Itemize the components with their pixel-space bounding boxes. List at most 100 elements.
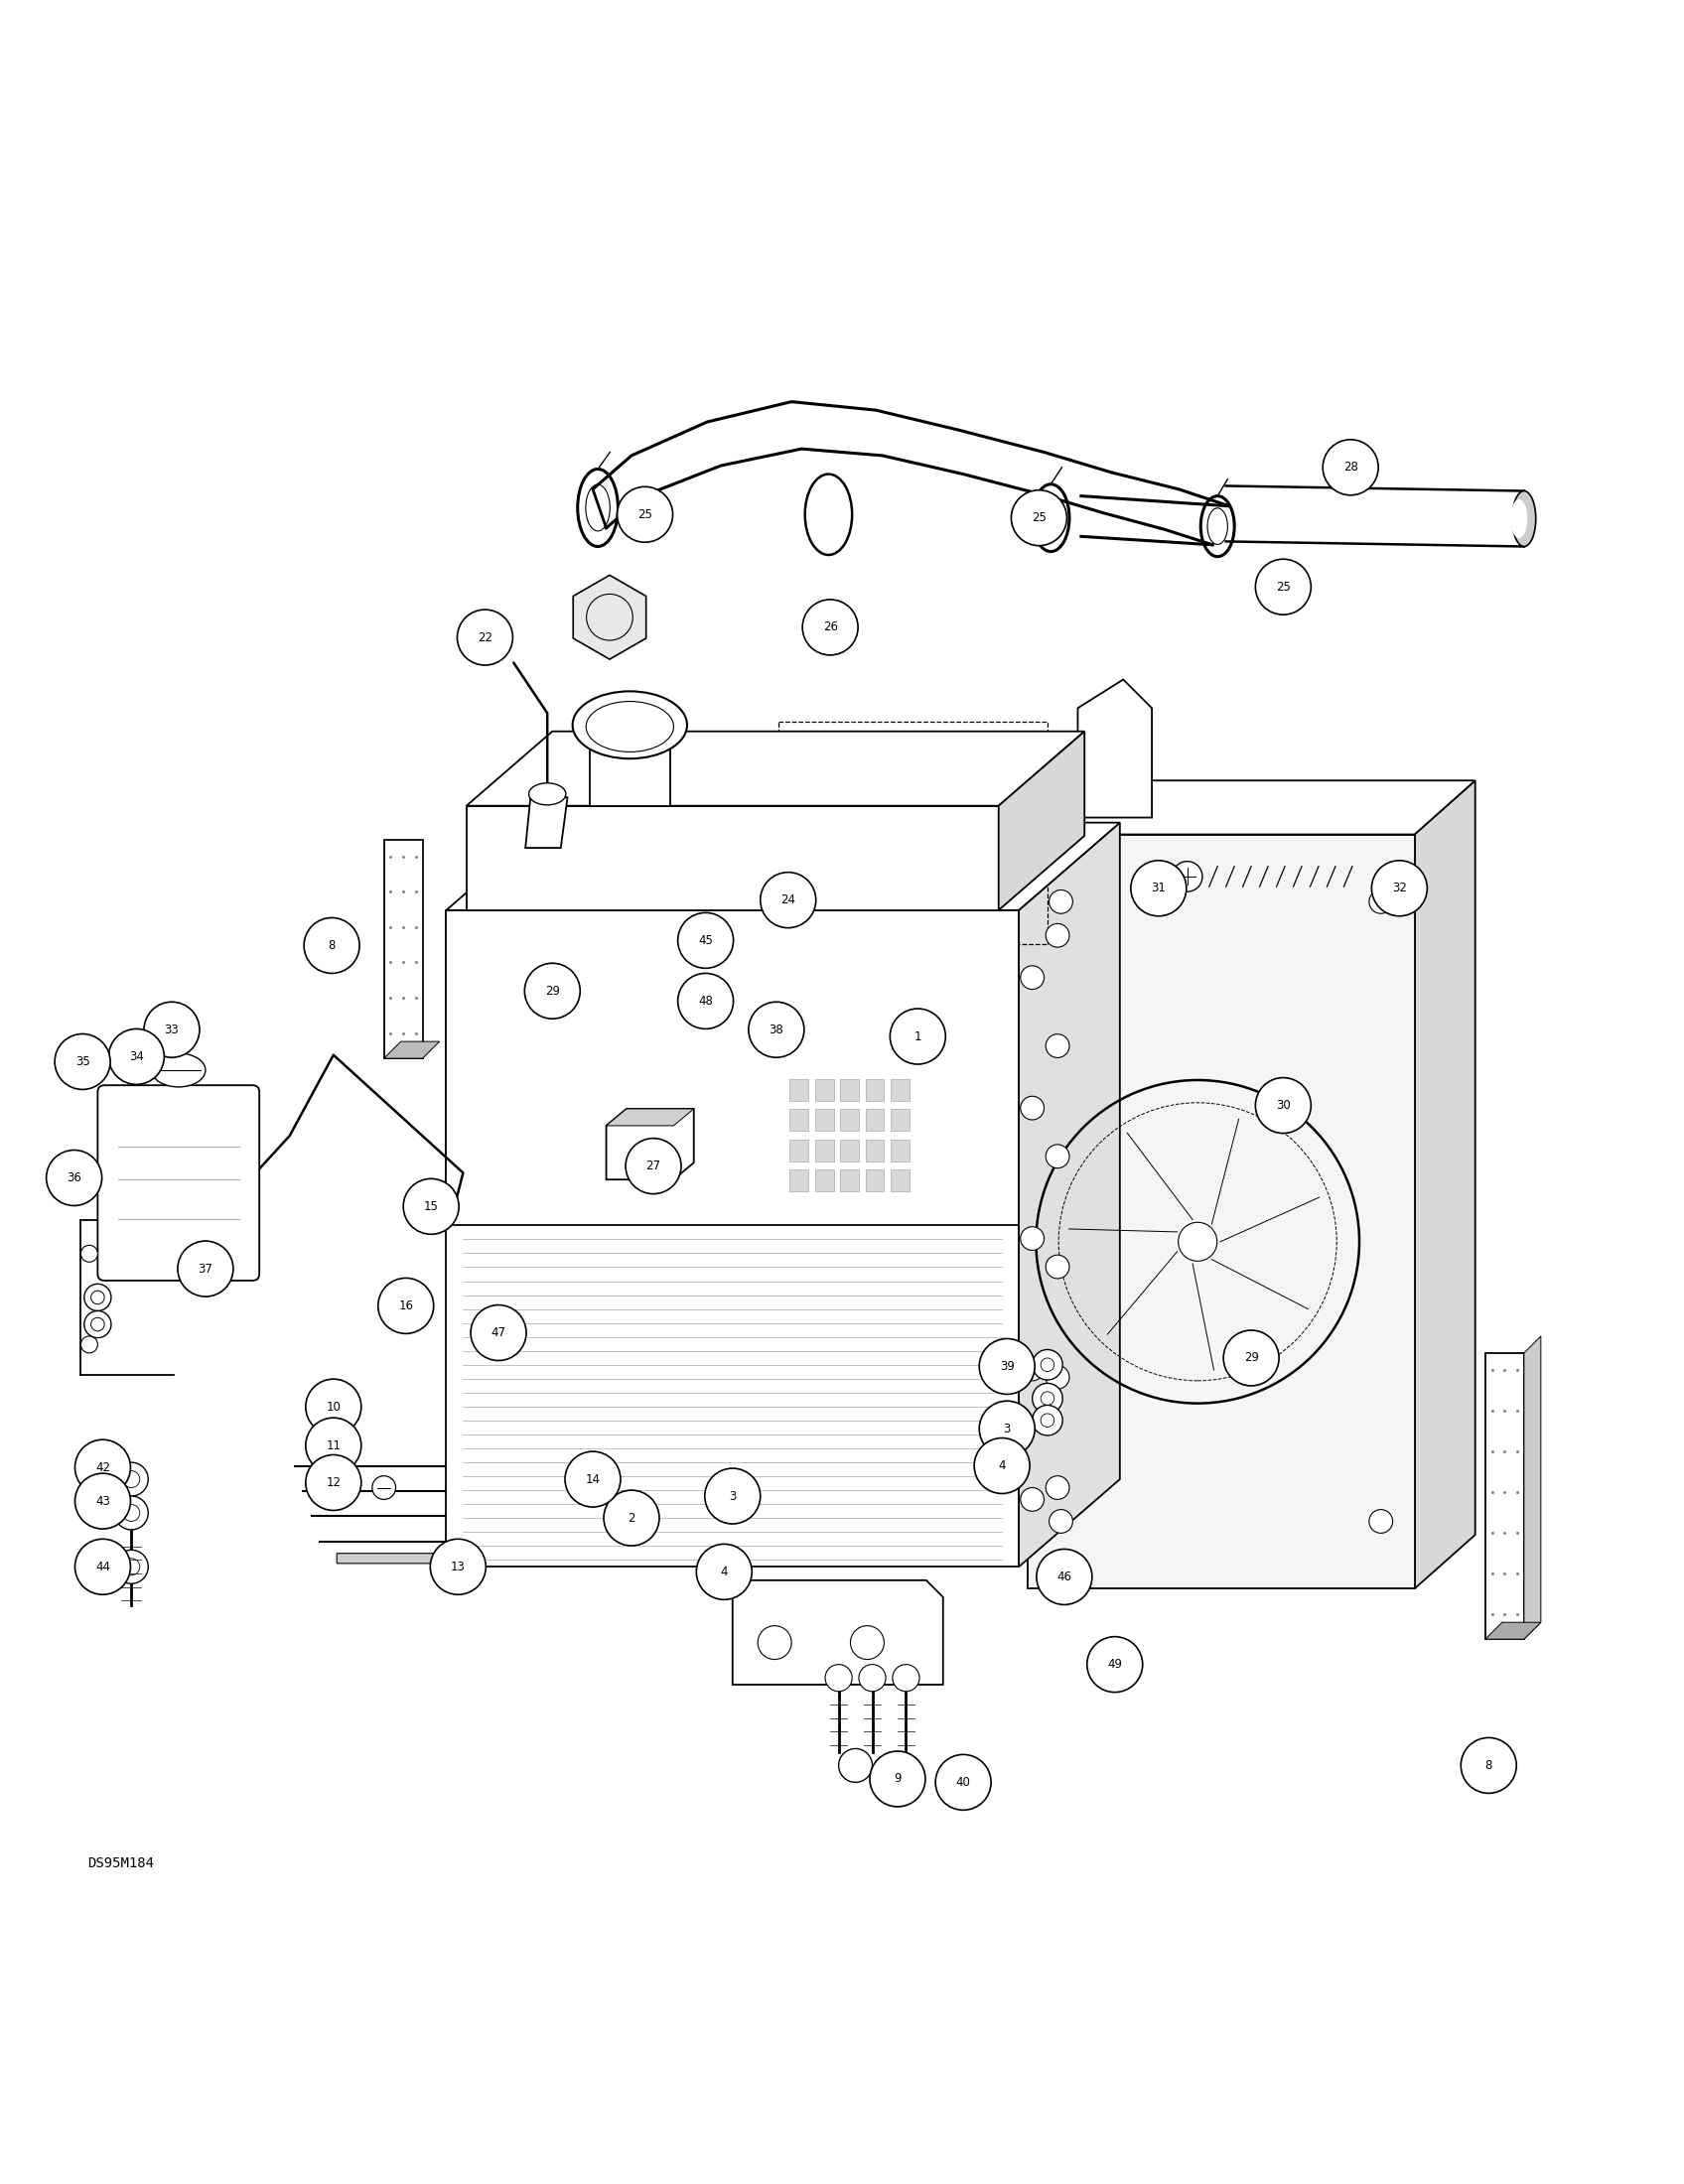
Polygon shape: [1485, 1623, 1541, 1640]
FancyBboxPatch shape: [840, 1171, 859, 1192]
Circle shape: [108, 1029, 165, 1085]
Circle shape: [935, 1754, 990, 1811]
Polygon shape: [1027, 780, 1475, 834]
Circle shape: [54, 1033, 109, 1090]
Polygon shape: [446, 823, 1120, 911]
Circle shape: [1046, 924, 1069, 948]
FancyBboxPatch shape: [866, 1109, 884, 1131]
Polygon shape: [466, 806, 999, 911]
Text: 47: 47: [492, 1326, 505, 1339]
Circle shape: [372, 1476, 396, 1500]
Text: 45: 45: [699, 935, 712, 948]
Circle shape: [115, 1496, 148, 1529]
Circle shape: [758, 1625, 791, 1660]
Circle shape: [1223, 1330, 1278, 1387]
Text: 15: 15: [424, 1199, 438, 1212]
Circle shape: [76, 1474, 131, 1529]
Text: 49: 49: [1108, 1658, 1122, 1671]
Circle shape: [305, 917, 360, 974]
FancyBboxPatch shape: [840, 1079, 859, 1101]
Polygon shape: [606, 1109, 694, 1179]
Polygon shape: [384, 1042, 440, 1059]
Circle shape: [1049, 889, 1073, 913]
Circle shape: [1046, 1033, 1069, 1057]
Circle shape: [850, 1625, 884, 1660]
Text: 29: 29: [546, 985, 559, 998]
Circle shape: [616, 487, 674, 542]
Ellipse shape: [573, 692, 687, 758]
Circle shape: [1010, 489, 1068, 546]
Text: 3: 3: [729, 1489, 736, 1503]
FancyBboxPatch shape: [866, 1171, 884, 1192]
Polygon shape: [733, 1581, 943, 1684]
Text: 8: 8: [1485, 1758, 1492, 1771]
Circle shape: [306, 1455, 360, 1511]
FancyBboxPatch shape: [891, 1171, 909, 1192]
Circle shape: [1046, 1365, 1069, 1389]
Text: 26: 26: [823, 620, 837, 633]
Circle shape: [978, 1339, 1034, 1393]
FancyBboxPatch shape: [815, 1140, 834, 1162]
FancyBboxPatch shape: [815, 1171, 834, 1192]
Circle shape: [1371, 860, 1426, 915]
Text: 33: 33: [165, 1024, 179, 1035]
Circle shape: [115, 1463, 148, 1496]
Polygon shape: [999, 732, 1084, 911]
Text: 8: 8: [328, 939, 335, 952]
Text: 44: 44: [96, 1559, 109, 1572]
FancyBboxPatch shape: [840, 1140, 859, 1162]
Polygon shape: [446, 911, 1019, 1225]
Circle shape: [1046, 1256, 1069, 1278]
Circle shape: [306, 1378, 360, 1435]
Circle shape: [81, 1337, 98, 1352]
Text: 48: 48: [699, 994, 712, 1007]
Text: 36: 36: [67, 1171, 81, 1184]
Polygon shape: [589, 743, 670, 806]
Circle shape: [76, 1540, 131, 1594]
Text: 4: 4: [999, 1459, 1005, 1472]
Polygon shape: [1415, 780, 1475, 1588]
Text: 34: 34: [130, 1051, 143, 1064]
Circle shape: [978, 1400, 1034, 1457]
Circle shape: [677, 913, 734, 968]
Circle shape: [677, 974, 734, 1029]
Circle shape: [748, 1002, 805, 1057]
Circle shape: [893, 1664, 919, 1690]
Circle shape: [45, 1151, 101, 1206]
Circle shape: [1324, 439, 1378, 496]
Circle shape: [704, 1468, 761, 1524]
Circle shape: [76, 1439, 131, 1496]
Text: 22: 22: [478, 631, 492, 644]
Circle shape: [869, 1752, 926, 1806]
Polygon shape: [446, 911, 1019, 1566]
Text: 46: 46: [1058, 1570, 1071, 1583]
Circle shape: [429, 1540, 485, 1594]
Circle shape: [761, 871, 817, 928]
Circle shape: [859, 1664, 886, 1690]
Ellipse shape: [1512, 491, 1536, 546]
Text: 25: 25: [638, 509, 652, 522]
Circle shape: [1021, 1096, 1044, 1120]
Polygon shape: [1019, 823, 1120, 1566]
Text: 39: 39: [1000, 1361, 1014, 1374]
Text: 14: 14: [586, 1472, 600, 1485]
Text: 2: 2: [628, 1511, 635, 1524]
Polygon shape: [337, 1553, 842, 1564]
Polygon shape: [606, 1109, 694, 1125]
Polygon shape: [1047, 679, 1152, 817]
Circle shape: [1256, 559, 1310, 614]
Text: 31: 31: [1152, 882, 1165, 895]
Text: 38: 38: [770, 1024, 783, 1035]
Text: 42: 42: [96, 1461, 109, 1474]
Text: 35: 35: [76, 1055, 89, 1068]
Circle shape: [1256, 1077, 1310, 1133]
Polygon shape: [573, 574, 647, 660]
Text: 24: 24: [781, 893, 795, 906]
Text: 29: 29: [1244, 1352, 1258, 1365]
Text: 11: 11: [327, 1439, 340, 1452]
FancyBboxPatch shape: [790, 1140, 808, 1162]
Text: 10: 10: [327, 1400, 340, 1413]
Ellipse shape: [152, 1053, 205, 1088]
Circle shape: [84, 1310, 111, 1339]
Circle shape: [1032, 1382, 1063, 1413]
